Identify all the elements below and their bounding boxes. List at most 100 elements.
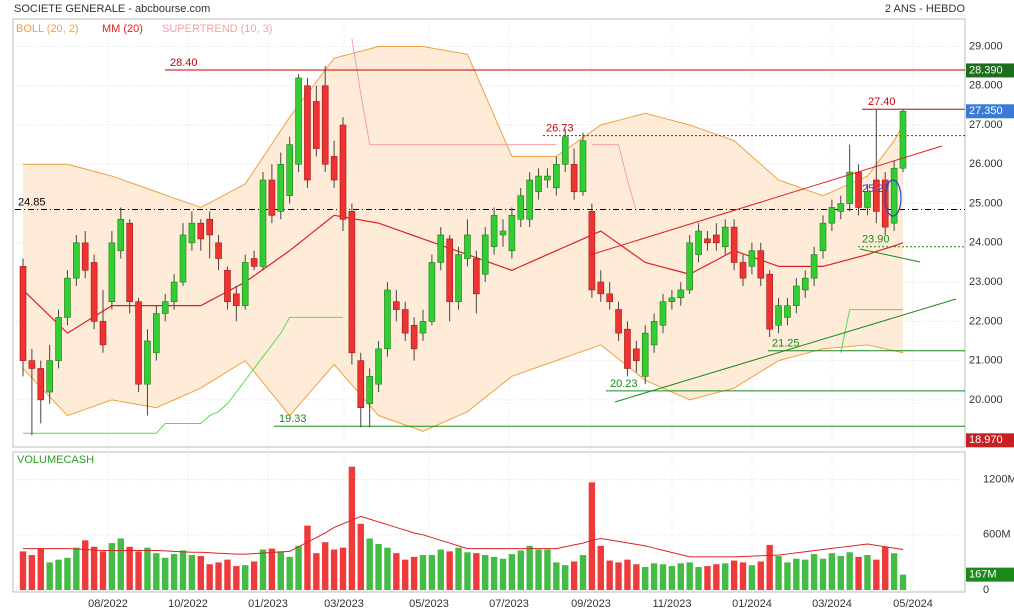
candle-body [215,242,222,259]
candle-body [890,167,898,224]
volume-bar [393,553,400,590]
candle-body [286,144,293,196]
volume-bar [82,540,89,590]
volume-bar [899,574,907,590]
volume-bar [19,551,27,590]
candle-body [28,360,36,369]
volume-bar [535,549,542,590]
legend-entry: BOLL (20, 2) [16,23,79,35]
candle-body [570,163,578,193]
candle-body [144,340,151,385]
volume-bar [153,553,160,590]
price-badge-label: 28.390 [969,64,1003,76]
y-tick-label: 0 [983,584,989,596]
volume-average [23,515,904,558]
volume-bar [802,559,809,590]
y-tick-label: 26.000 [969,158,1003,170]
x-tick-label: 01/2024 [732,598,772,610]
candle-body [117,218,125,251]
candle-body [837,203,845,212]
volume-bar [819,558,827,590]
volume-bar [890,553,898,590]
candle-body [197,222,205,240]
volume-bar [668,566,676,590]
legend-entry: MM (20) [102,23,143,35]
candle-body [535,175,542,193]
volume-bar [224,559,231,590]
candle-body [526,179,533,220]
candle-body [161,301,169,314]
candle-body [784,305,791,318]
volume-bar [482,555,489,590]
y-tick-label: 1200M [983,474,1014,486]
candle-body [517,195,525,220]
x-tick-label: 10/2022 [168,598,208,610]
volume-bar [695,567,702,590]
candle-body [268,179,276,216]
volume-bar [215,562,222,590]
candle-body [508,215,516,251]
candle-body [375,348,382,385]
candle-body [899,110,907,169]
candle-body [46,360,53,393]
x-tick-label: 08/2022 [88,598,128,610]
volume-bar [473,553,480,590]
volume-bar [490,556,498,590]
volume-badge-label: 167M [969,569,997,581]
candle-body [775,305,782,326]
candle-body [828,207,836,224]
volume-bar [179,550,187,590]
candle-body [437,234,445,263]
candle-body [241,262,249,306]
volume-bar [446,551,453,590]
volume-bar [428,555,436,590]
candle-body [810,254,818,279]
volume-bar [197,555,204,590]
trend-line [614,298,957,403]
volume-bar [837,555,844,590]
y-tick-label: 25.000 [969,197,1003,209]
moving-average [22,214,904,334]
candle-body [579,140,587,193]
level-label: 19.33 [279,413,307,425]
volume-bar [144,547,151,590]
candle-body [428,262,436,322]
candle-body [561,136,569,165]
candle-body [473,258,480,295]
volume-bar [348,466,356,590]
volume-bar [55,559,62,590]
y-tick-label: 29.000 [969,40,1003,52]
volume-bar [339,547,347,590]
candle-body [704,238,711,244]
volume-bar [677,563,684,590]
volume-bar [322,542,329,590]
candle-body [668,297,676,303]
volume-bar [206,564,213,590]
candle-body [224,270,231,303]
candle-body [855,171,862,208]
x-tick-label: 05/2024 [893,598,933,610]
volume-bar [570,561,578,590]
candle-body [464,234,471,259]
volume-bar [170,554,178,590]
candle-body [304,85,311,181]
candle-body [126,222,133,303]
volume-bar [730,560,738,590]
candle-body [588,211,596,291]
candle-body [615,309,622,334]
volume-bar [739,562,747,590]
candle-body [686,242,693,291]
x-tick-label: 11/2023 [653,598,692,610]
volume-bar [659,564,667,590]
volume-bar [286,556,293,590]
candle-body [721,226,729,248]
candle-body [206,218,213,236]
volume-bar [304,525,311,590]
candle-body [37,368,45,401]
volume-bar [233,566,240,590]
candle-body [250,258,258,267]
volume-bar [313,553,320,590]
volume-bar [579,555,587,590]
